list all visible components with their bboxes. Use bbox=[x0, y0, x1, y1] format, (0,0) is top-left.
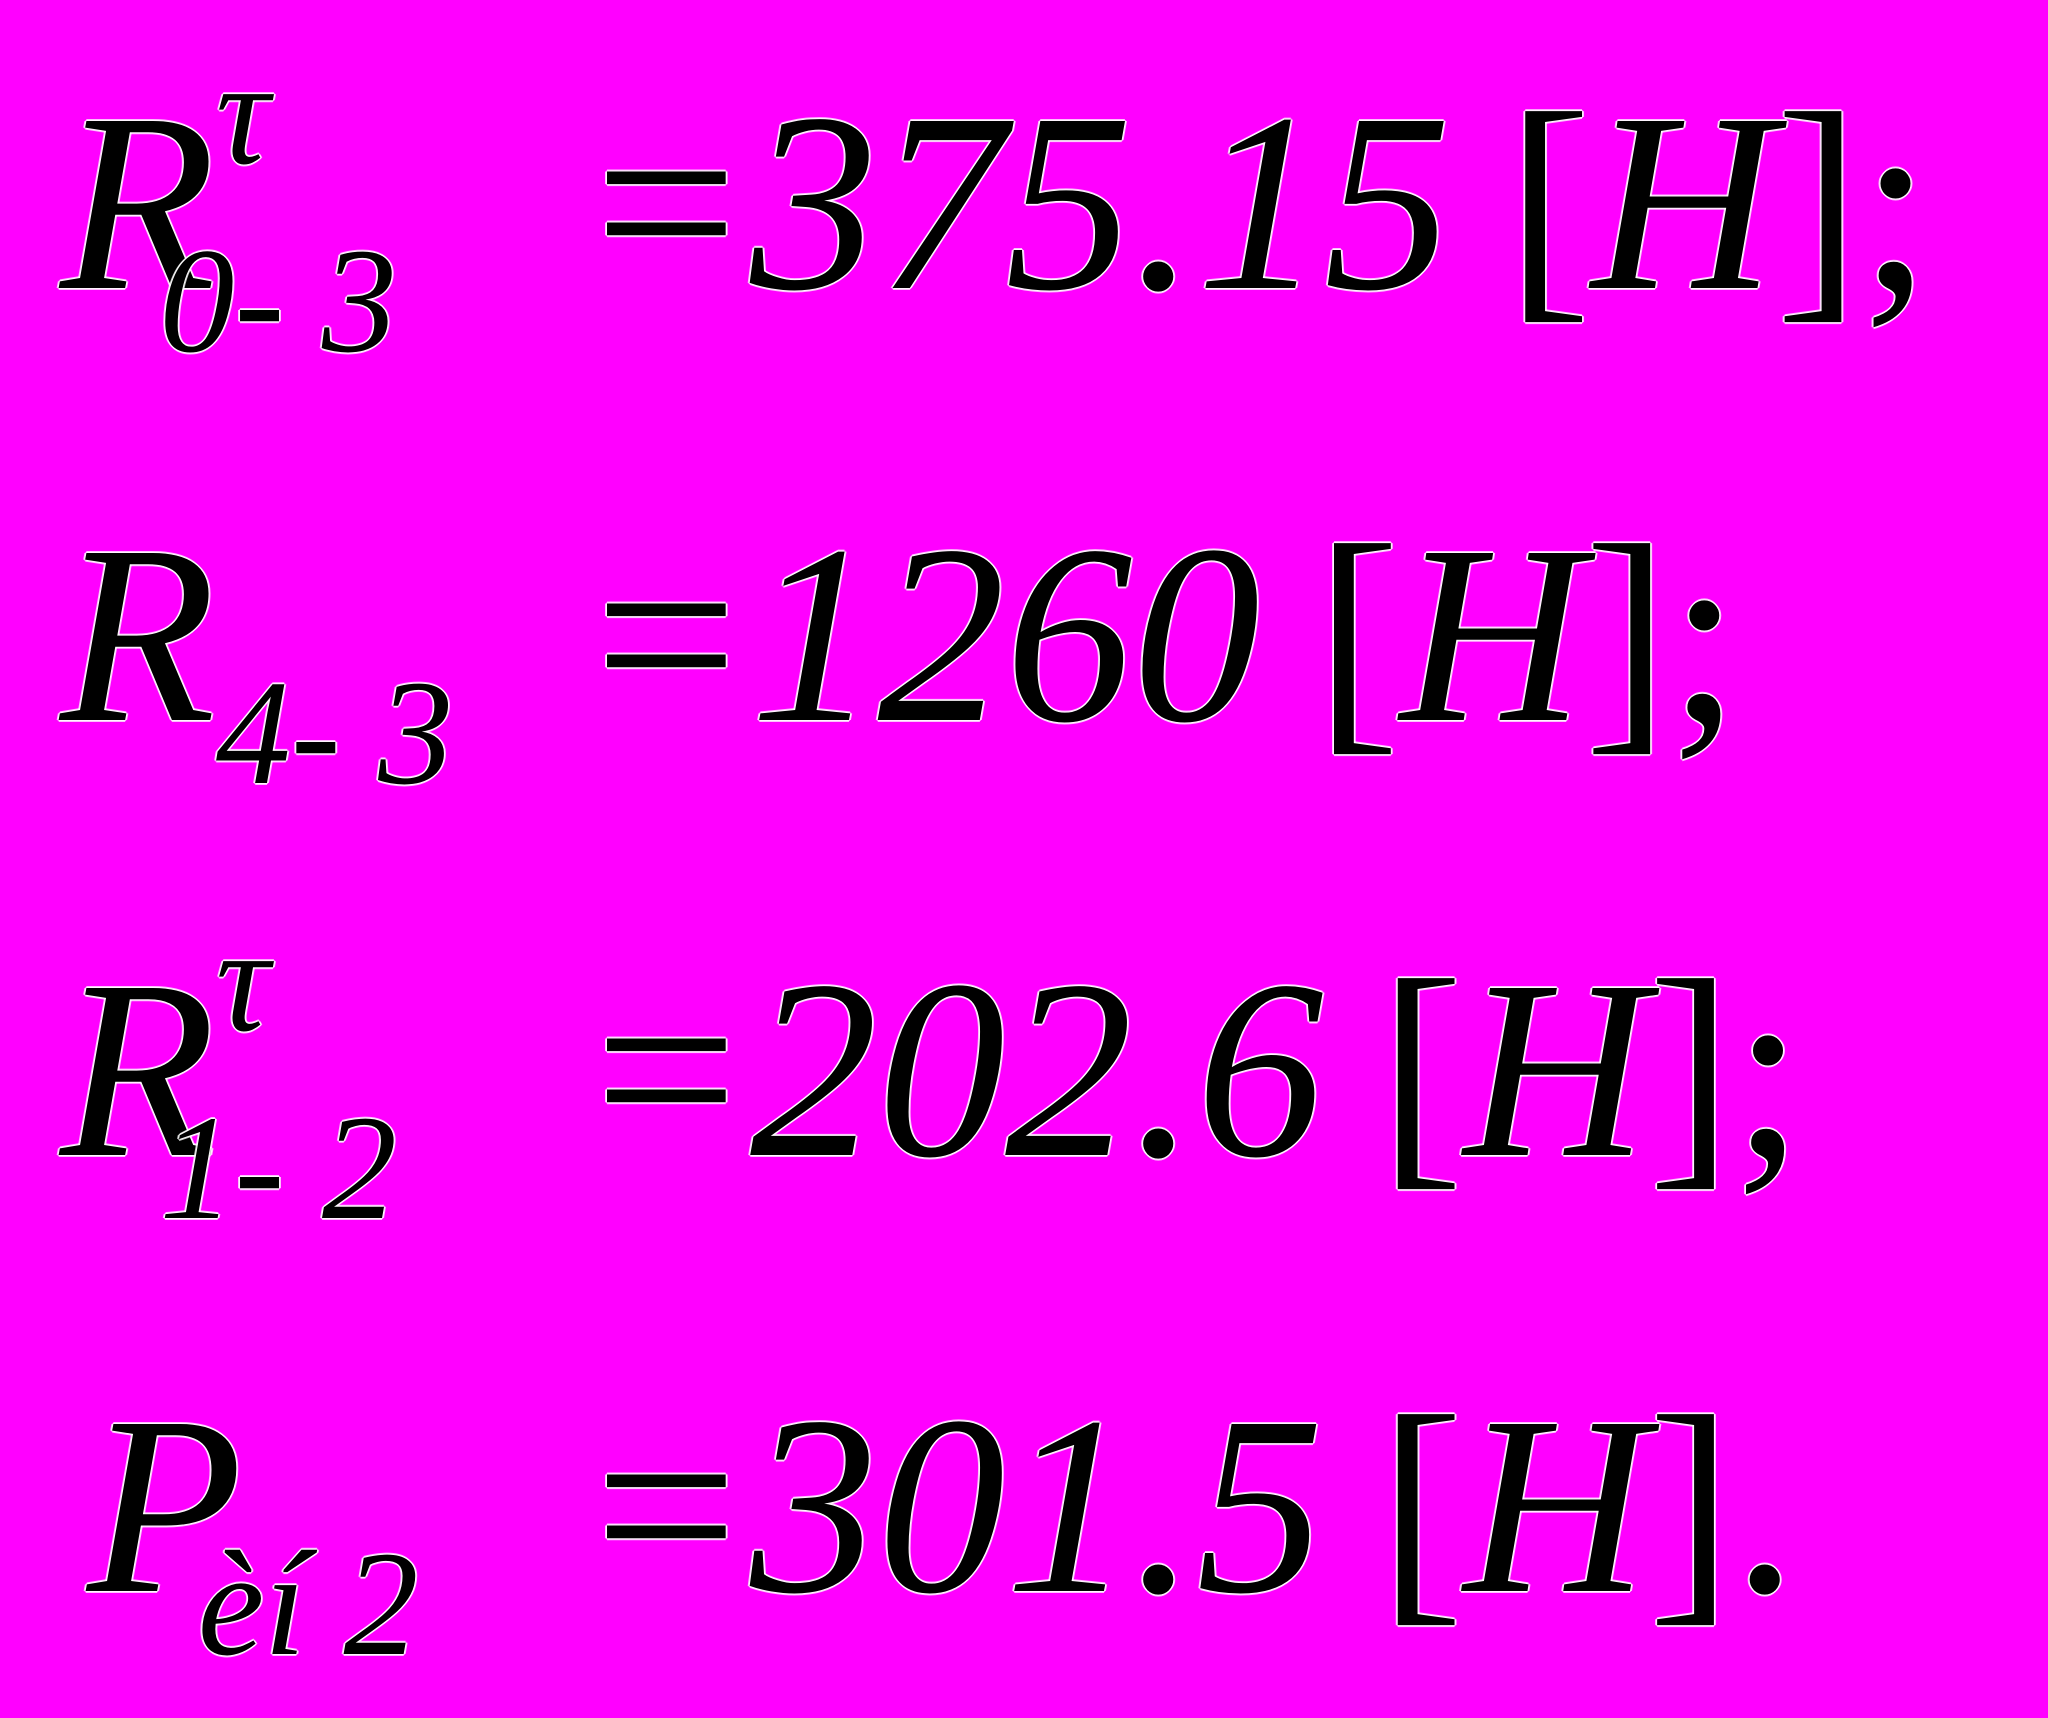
unit-bracket-open: [ bbox=[1378, 1365, 1464, 1647]
base-variable: R bbox=[60, 494, 216, 776]
subscript: 4- 3 bbox=[215, 650, 454, 816]
equals-sign: = bbox=[578, 929, 751, 1211]
unit-bracket-close: ] bbox=[1775, 62, 1861, 344]
unit-symbol: H bbox=[1400, 494, 1585, 776]
value: 202.6 bbox=[750, 929, 1324, 1211]
unit-bracket-open: [ bbox=[1378, 929, 1464, 1211]
value: 375.15 bbox=[750, 62, 1452, 344]
tau-superscript: τ bbox=[215, 897, 270, 1063]
unit-bracket-close: ] bbox=[1647, 929, 1733, 1211]
equation-line-4: Pèí 2 =301.5 [H]. bbox=[60, 1379, 1797, 1680]
subscript: 0- 3 bbox=[159, 218, 397, 384]
punctuation: ; bbox=[1669, 494, 1740, 776]
equals-sign: = bbox=[578, 1365, 751, 1647]
equation-2-lhs: R4- 3 bbox=[60, 508, 578, 809]
punctuation: . bbox=[1732, 1365, 1797, 1647]
subscript: 1- 2 bbox=[159, 1085, 397, 1251]
base-variable: R bbox=[60, 62, 216, 344]
equation-line-3: Rτ1- 2 =202.6 [H]; bbox=[60, 905, 1804, 1243]
unit-symbol: H bbox=[1591, 62, 1776, 344]
base-variable: P bbox=[87, 1365, 243, 1647]
punctuation: ; bbox=[1860, 62, 1932, 344]
value: 301.5 bbox=[750, 1365, 1324, 1647]
unit-symbol: H bbox=[1463, 929, 1648, 1211]
equation-3-lhs: Rτ1- 2 bbox=[60, 905, 578, 1243]
equation-4-lhs: Pèí 2 bbox=[60, 1379, 578, 1680]
equation-line-1: Rτ0- 3 =375.15 [H]; bbox=[60, 38, 1931, 376]
unit-bracket-close: ] bbox=[1647, 1365, 1733, 1647]
unit-bracket-close: ] bbox=[1584, 494, 1670, 776]
equation-1-lhs: Rτ0- 3 bbox=[60, 38, 578, 376]
equals-sign: = bbox=[578, 494, 751, 776]
punctuation: ; bbox=[1732, 929, 1804, 1211]
base-variable: R bbox=[60, 929, 216, 1211]
equation-line-2: R4- 3 =1260 [H]; bbox=[60, 508, 1740, 809]
unit-symbol: H bbox=[1463, 1365, 1648, 1647]
value: 1260 bbox=[750, 494, 1261, 776]
unit-bracket-open: [ bbox=[1506, 62, 1592, 344]
tau-superscript: τ bbox=[215, 30, 270, 196]
unit-bracket-open: [ bbox=[1315, 494, 1400, 776]
equals-sign: = bbox=[578, 62, 751, 344]
subscript: èí 2 bbox=[197, 1521, 419, 1687]
